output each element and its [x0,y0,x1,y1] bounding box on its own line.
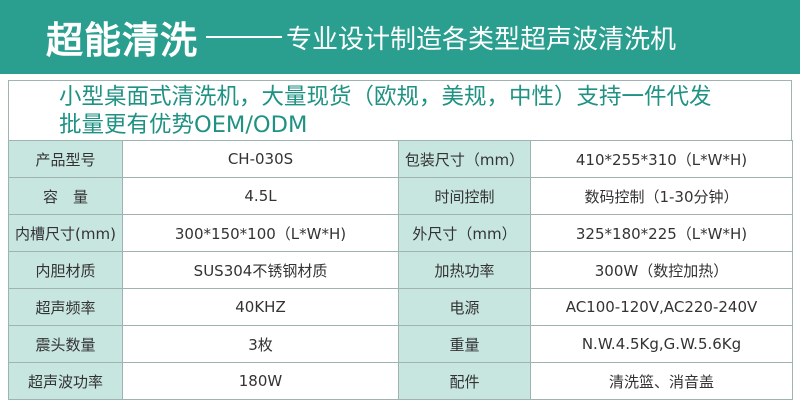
spec-label: 内槽尺寸(mm) [8,214,123,252]
spec-label: 配件 [398,362,531,400]
spec-label: 重量 [398,325,531,363]
spec-label: 内胆材质 [8,251,123,289]
spec-label: 包装尺寸（mm） [398,140,531,178]
spec-label: 容量 [8,177,123,215]
title-separator [206,36,282,38]
spec-value: 4.5L [122,177,399,215]
table-row: 超声波功率 180W 配件 清洗篮、消音盖 [8,362,793,400]
table-row: 震头数量 3枚 重量 N.W.4.5Kg,G.W.5.6Kg [8,325,793,363]
spec-label: 电源 [398,288,531,326]
brand-title: 超能清洗 [46,19,198,62]
spec-label: 震头数量 [8,325,123,363]
spec-label: 超声波功率 [8,362,123,400]
table-row: 内槽尺寸(mm) 300*150*100（L*W*H) 外尺寸（mm） 325*… [8,214,793,252]
spec-label: 超声频率 [8,288,123,326]
tagline: 专业设计制造各类型超声波清洗机 [286,24,677,55]
spec-value: 410*255*310（L*W*H) [530,140,793,178]
spec-value: 3枚 [122,325,399,363]
table-row: 容量 4.5L 时间控制 数码控制（1-30分钟） [8,177,793,215]
promo-line-2: 批量更有优势OEM/ODM [59,112,308,138]
spec-value: 清洗篮、消音盖 [530,362,793,400]
spec-value: AC100-120V,AC220-240V [530,288,793,326]
spec-value: 180W [122,362,399,400]
table-row: 超声频率 40KHZ 电源 AC100-120V,AC220-240V [8,288,793,326]
spec-value: SUS304不锈钢材质 [122,251,399,289]
spec-value: 300*150*100（L*W*H) [122,214,399,252]
spec-label: 产品型号 [8,140,123,178]
spec-table: 产品型号 CH-030S 包装尺寸（mm） 410*255*310（L*W*H)… [8,140,793,400]
spec-label: 外尺寸（mm） [398,214,531,252]
spec-label: 时间控制 [398,177,531,215]
spec-value: 数码控制（1-30分钟） [530,177,793,215]
spec-value: CH-030S [122,140,399,178]
spec-value: 325*180*225（L*W*H) [530,214,793,252]
table-row: 产品型号 CH-030S 包装尺寸（mm） 410*255*310（L*W*H) [8,140,793,178]
header-bar: 超能清洗 专业设计制造各类型超声波清洗机 [0,0,800,74]
promo-banner: 小型桌面式清洗机，大量现货（欧规，美规，中性）支持一件代发 批量更有优势OEM/… [8,80,792,140]
spec-value: 40KHZ [122,288,399,326]
spec-value: 300W（数控加热） [530,251,793,289]
spec-value: N.W.4.5Kg,G.W.5.6Kg [530,325,793,363]
table-row: 内胆材质 SUS304不锈钢材质 加热功率 300W（数控加热） [8,251,793,289]
spec-label: 加热功率 [398,251,531,289]
promo-line-1: 小型桌面式清洗机，大量现货（欧规，美规，中性）支持一件代发 [59,84,712,110]
